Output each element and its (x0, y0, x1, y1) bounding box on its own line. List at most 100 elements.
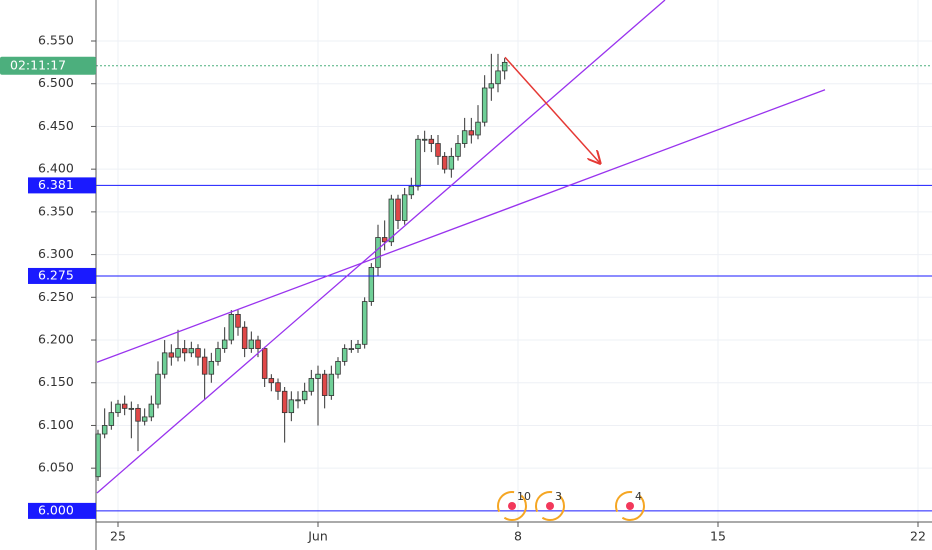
candle-body (341, 348, 348, 362)
candle-body (441, 155, 448, 170)
candle-body (288, 399, 295, 414)
candle-body (488, 83, 495, 89)
candle-body (175, 348, 181, 358)
level-label-box (28, 177, 96, 194)
candle-body (115, 403, 121, 414)
candle-body (348, 348, 355, 350)
y-tick-label: 6.400 (38, 161, 74, 176)
candle-body (461, 130, 468, 144)
candle-body (335, 360, 341, 375)
candle-body (275, 382, 281, 392)
candle-body (135, 407, 141, 422)
y-tick-label: 6.350 (38, 203, 74, 218)
event-dot (546, 502, 554, 510)
candle-body (368, 267, 375, 302)
candle-body (255, 339, 261, 349)
x-tick-label: 8 (514, 529, 522, 544)
candle-body (315, 373, 321, 379)
event-dot (508, 502, 516, 510)
event-ring (535, 491, 565, 521)
event-count: 10 (517, 490, 531, 503)
level-label: 6.275 (38, 267, 74, 282)
candle-body (421, 138, 428, 141)
event-dot (626, 502, 634, 510)
candle-body (388, 198, 395, 243)
candle-body (101, 425, 108, 435)
level-label-box (28, 267, 96, 284)
candle-body (128, 407, 135, 410)
candle-body (455, 143, 461, 157)
event-ring (615, 491, 645, 521)
candle-body (155, 373, 161, 405)
level-label-box (28, 502, 96, 519)
candle-body (468, 130, 475, 136)
level-label: 6.381 (38, 177, 74, 192)
candle-body (188, 348, 195, 354)
price-label: 02:11:17 (10, 57, 66, 72)
arrow (504, 56, 600, 163)
candle-body (448, 155, 455, 170)
candle-body (415, 138, 421, 187)
candle-body (381, 237, 388, 243)
y-tick-label: 6.450 (38, 118, 74, 133)
y-tick-label: 6.050 (38, 460, 74, 475)
candle-body (281, 390, 288, 414)
candle-body (428, 138, 435, 144)
candle-body (201, 356, 208, 375)
candle-body (355, 343, 361, 349)
x-tick-label: 25 (110, 529, 126, 544)
y-tick-label: 6.100 (38, 417, 74, 432)
candle-body (321, 373, 328, 396)
candle-body (501, 61, 508, 72)
price-label-box (0, 56, 96, 75)
candle-body (181, 348, 188, 354)
candle-body (301, 390, 308, 401)
candle-body (148, 403, 155, 418)
plot: 10 3 4 (95, 0, 932, 521)
candle-body (235, 313, 241, 328)
y-tick-label: 6.550 (38, 33, 74, 48)
candle-body (228, 313, 235, 341)
candle-body (408, 185, 415, 196)
candle-body (361, 301, 368, 345)
candle-body (395, 198, 401, 221)
candle-body (375, 237, 381, 268)
level-label: 6.000 (38, 502, 74, 517)
candle-body (221, 339, 228, 349)
candle-body (141, 416, 148, 422)
event-count: 3 (555, 490, 562, 503)
candle-body (495, 70, 501, 85)
y-tick-label: 6.250 (38, 289, 74, 304)
y-tick-label: 6.500 (38, 75, 74, 90)
candle-body (121, 403, 128, 409)
x-tick-label: 22 (910, 529, 926, 544)
y-tick-label: 6.300 (38, 246, 74, 261)
candle-body (435, 143, 441, 157)
candle-body (108, 412, 115, 426)
y-tick-label: 6.200 (38, 332, 74, 347)
candle-body (268, 378, 275, 384)
candle-body (475, 121, 481, 136)
candle-body (248, 339, 255, 349)
y-tick-label: 6.150 (38, 374, 74, 389)
x-tick-label: 15 (710, 529, 726, 544)
grid (96, 0, 932, 522)
trendline (96, 0, 666, 494)
candle-body (215, 348, 221, 362)
candle-body (481, 87, 488, 123)
event-ring (497, 491, 527, 521)
candle-body (161, 352, 168, 375)
candle-body (308, 378, 315, 392)
trendline (96, 89, 826, 363)
candle-body (241, 326, 248, 349)
candle-body (401, 194, 408, 221)
candle-body (168, 352, 175, 358)
candle-body (208, 360, 215, 375)
candle-body (328, 373, 335, 396)
x-tick-label: Jun (307, 529, 328, 544)
event-count: 4 (635, 490, 642, 503)
candle-body (195, 348, 201, 358)
